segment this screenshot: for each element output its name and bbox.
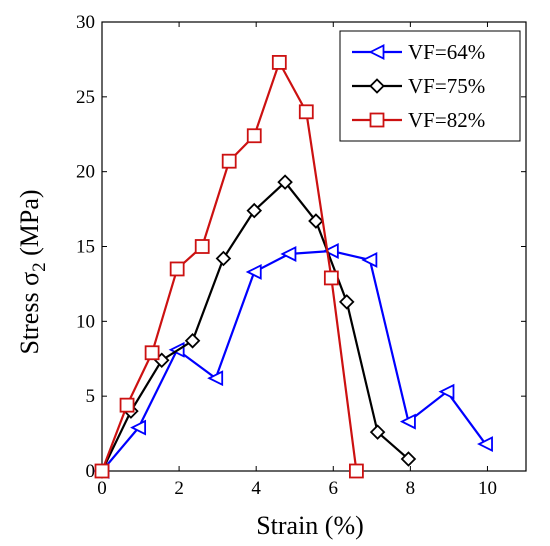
y-tick-label: 0 — [86, 461, 96, 482]
x-tick-label: 8 — [406, 478, 416, 499]
x-tick-label: 0 — [97, 478, 107, 499]
y-axis-title-suffix: (MPa) — [15, 189, 44, 262]
series-3 — [94, 55, 364, 479]
data-point — [194, 239, 210, 254]
data-point — [361, 252, 378, 268]
data-point — [399, 413, 416, 430]
legend-marker — [369, 78, 385, 94]
data-point — [119, 397, 135, 413]
legend-entry: VF=75% — [352, 74, 485, 98]
data-point — [322, 243, 339, 259]
y-tick-label: 20 — [76, 162, 95, 183]
x-tick-label: 6 — [329, 478, 339, 499]
data-point — [438, 383, 455, 400]
data-point — [348, 463, 364, 479]
data-point — [277, 174, 293, 190]
y-axis-title: Stress σ2 (MPa) — [15, 189, 50, 354]
data-point — [246, 202, 263, 219]
data-point — [144, 345, 160, 361]
data-point — [477, 436, 493, 453]
series-layer — [93, 55, 493, 479]
data-point — [308, 213, 324, 229]
data-point — [221, 153, 237, 169]
x-tick-label: 10 — [478, 478, 497, 499]
data-point — [207, 370, 224, 387]
legend-marker — [369, 112, 385, 128]
data-point — [280, 246, 297, 262]
y-axis-title-prefix: Stress σ — [15, 272, 44, 355]
data-point — [245, 263, 262, 280]
data-point — [130, 419, 147, 436]
x-tick-label: 2 — [174, 478, 184, 499]
data-point — [215, 250, 232, 267]
x-tick-label: 4 — [251, 478, 261, 499]
y-tick-label: 5 — [86, 386, 96, 407]
data-point — [246, 128, 262, 144]
legend-entry: VF=82% — [352, 108, 485, 132]
legend-label: VF=82% — [408, 108, 485, 132]
legend-marker — [368, 44, 385, 60]
data-point — [94, 463, 110, 479]
y-axis-title-subscript: 2 — [29, 262, 50, 272]
legend: VF=64% VF=75% VF=82% — [339, 30, 521, 142]
y-tick-label: 30 — [76, 12, 95, 33]
y-tick-label: 10 — [76, 311, 95, 332]
data-point — [400, 451, 417, 467]
data-point — [323, 270, 339, 286]
data-point — [298, 104, 314, 120]
legend-entry: VF=64% — [352, 40, 485, 64]
y-tick-label: 15 — [76, 237, 95, 258]
y-tick-label: 25 — [76, 87, 95, 108]
data-point — [338, 294, 355, 310]
legend-label: VF=64% — [408, 40, 485, 64]
data-point — [369, 424, 386, 440]
x-axis-title: Strain (%) — [256, 511, 364, 540]
data-point — [271, 55, 287, 70]
data-point — [184, 333, 201, 349]
data-point — [169, 261, 185, 277]
legend-label: VF=75% — [408, 74, 485, 98]
